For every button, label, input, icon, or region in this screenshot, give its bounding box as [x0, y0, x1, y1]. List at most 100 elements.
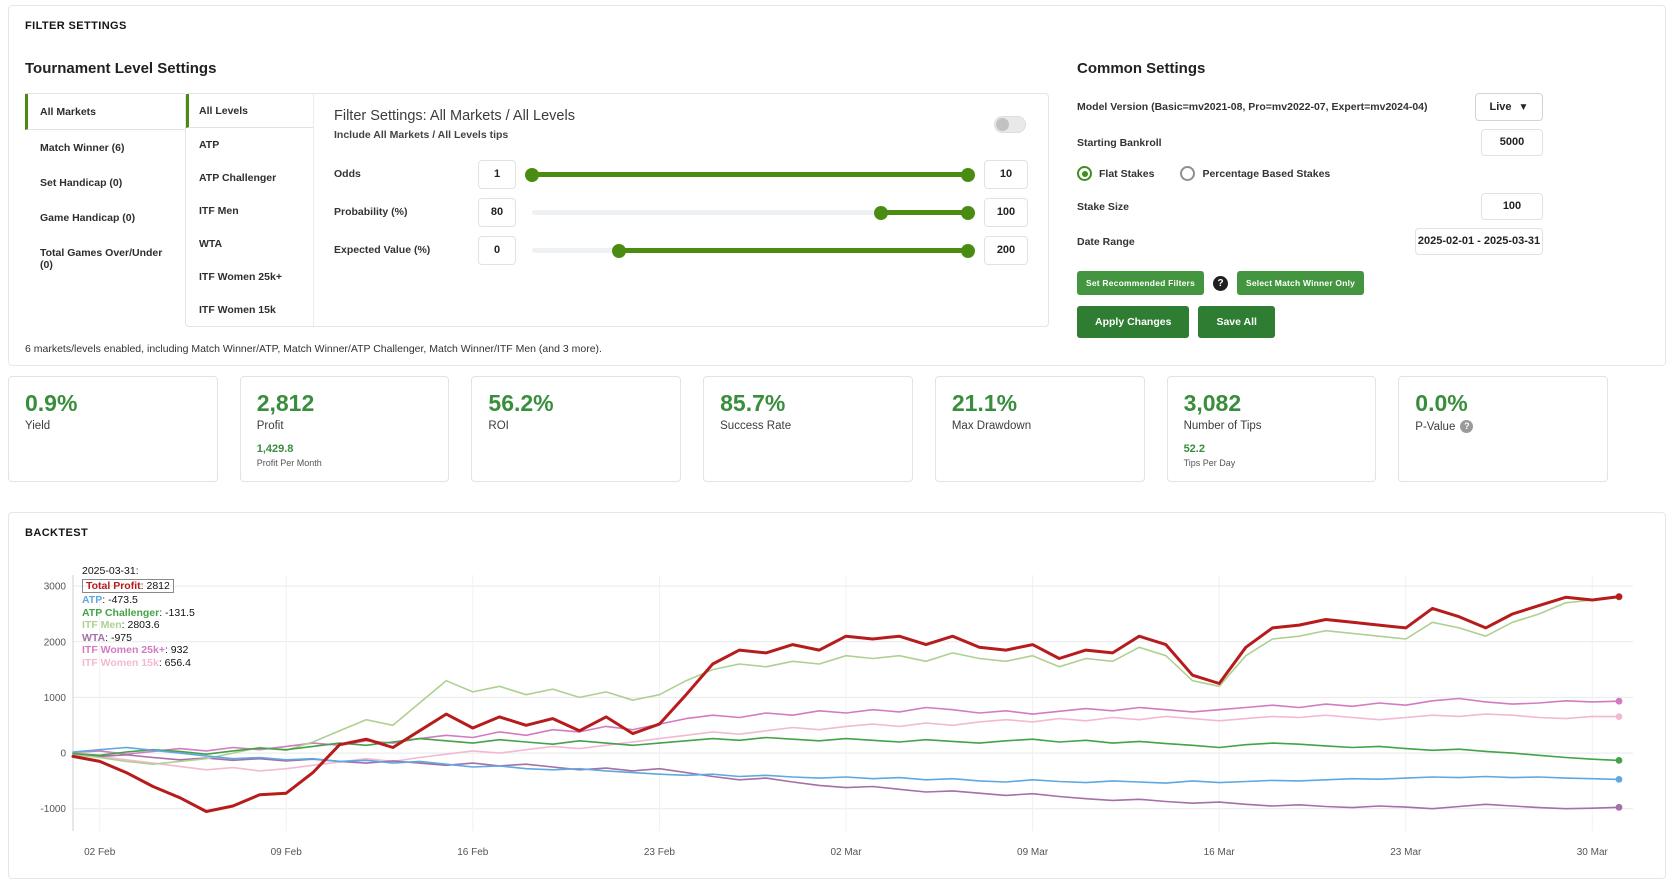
slider-min-input[interactable]: 80	[478, 197, 516, 227]
svg-text:02 Feb: 02 Feb	[84, 847, 116, 858]
stat-label: Number of Tips	[1183, 420, 1262, 432]
range-slider[interactable]	[525, 165, 975, 183]
slider-rows: Odds 1 10 Probability (%) 80 100 Expected Valu…	[334, 155, 1028, 269]
percentage-stakes-radio[interactable]: Percentage Based Stakes	[1180, 166, 1330, 181]
markets-nav-item[interactable]: Set Handicap (0)	[40, 177, 123, 189]
filter-form: Filter Settings: All Markets / All Level…	[314, 94, 1048, 326]
backtest-panel: BACKTEST -1000 0 1000 2000 3000 02 Feb 09 Feb 1…	[8, 512, 1666, 879]
filter-settings-panel: FILTER SETTINGS Tournament Level Setting…	[8, 5, 1666, 366]
model-version-select[interactable]: Live ▼	[1475, 93, 1543, 121]
starting-bankroll-input[interactable]: 5000	[1481, 129, 1543, 156]
flat-stakes-radio[interactable]: Flat Stakes	[1077, 166, 1154, 181]
toggle-knob	[996, 118, 1009, 131]
stat-label: ROI	[488, 420, 509, 432]
date-range-input[interactable]: 2025-02-01 - 2025-03-31	[1415, 228, 1543, 255]
legend-row: ATP Challenger: -131.5	[82, 606, 195, 619]
svg-text:1000: 1000	[44, 693, 67, 704]
slider-active-range	[619, 248, 968, 253]
stake-size-input[interactable]: 100	[1481, 193, 1543, 220]
range-slider[interactable]	[532, 203, 975, 221]
stat-value: 0.0%	[1415, 390, 1468, 416]
legend-row: ITF Men: 2803.6	[82, 619, 160, 631]
svg-text:0: 0	[60, 749, 66, 760]
slider-min-input[interactable]: 0	[478, 235, 516, 265]
svg-text:2000: 2000	[44, 637, 67, 648]
levels-nav-item[interactable]: ATP Challenger	[199, 172, 277, 184]
markets-nav-item[interactable]: All Markets	[25, 94, 185, 130]
stat-label: P-Value?	[1415, 420, 1591, 433]
stat-value: 56.2%	[488, 390, 554, 416]
legend-row: WTA: -975	[82, 631, 132, 644]
filter-settings-title: FILTER SETTINGS	[25, 20, 127, 32]
markets-nav-item[interactable]: Game Handicap (0)	[40, 212, 136, 224]
levels-sub-panel: All Levels ATP ATP Challenger ITF Men WTA ITF…	[185, 93, 1049, 327]
levels-nav-item[interactable]: WTA	[199, 238, 223, 250]
radio-circle-icon	[1180, 166, 1196, 181]
stat-sub-value: 52.2	[1183, 443, 1205, 455]
date-range-label: Date Range	[1077, 235, 1135, 248]
include-tips-toggle[interactable]	[994, 116, 1026, 133]
filter-form-title: Filter Settings: All Markets / All Level…	[334, 108, 575, 124]
stat-label: Max Drawdown	[951, 420, 1032, 432]
stat-sub-label: Profit Per Month	[256, 458, 322, 468]
radio-circle-icon	[1077, 166, 1092, 181]
common-settings-title: Common Settings	[1077, 60, 1206, 77]
backtest-chart: -1000 0 1000 2000 3000 02 Feb 09 Feb 16 Feb 23 F…	[40, 575, 1633, 858]
svg-text:-1000: -1000	[40, 804, 66, 815]
slider-row: Odds 1 10	[334, 155, 1028, 193]
save-all-button[interactable]: Save All	[1198, 306, 1275, 338]
markets-nav-item[interactable]: Total Games Over/Under (0)	[40, 247, 163, 271]
levels-nav-item[interactable]: ITF Women 25k+	[199, 271, 282, 283]
levels-nav-item[interactable]: ITF Men	[199, 205, 239, 217]
slider-handle-high[interactable]	[961, 205, 975, 220]
markets-nav: All Markets Match Winner (6) Set Handicap …	[25, 93, 185, 282]
apply-changes-button[interactable]: Apply Changes	[1077, 306, 1190, 338]
stake-mode-radios: Flat Stakes Percentage Based Stakes	[1077, 166, 1543, 181]
slider-label: Odds	[334, 168, 361, 180]
levels-nav-item[interactable]: ITF Women 15k	[199, 304, 276, 316]
include-tips-label: Include All Markets / All Levels tips	[334, 129, 509, 141]
svg-text:30 Mar: 30 Mar	[1577, 847, 1609, 858]
slider-label: Expected Value (%)	[334, 244, 431, 256]
slider-max-input[interactable]: 100	[984, 197, 1028, 227]
svg-text:23 Feb: 23 Feb	[644, 847, 676, 858]
chevron-down-icon: ▼	[1518, 101, 1529, 113]
stat-label: Yield	[25, 420, 51, 432]
slider-handle-low[interactable]	[612, 243, 627, 258]
stake-size-label: Stake Size	[1077, 200, 1129, 213]
stats-row: 0.9% Yield 2,812 Profit 1,429.8 Profit Per Mo…	[8, 376, 1608, 482]
legend-row: Total Profit: 2812	[82, 578, 195, 595]
stat-value: 0.9%	[25, 390, 78, 416]
slider-handle-low[interactable]	[873, 205, 888, 220]
slider-max-input[interactable]: 200	[984, 235, 1028, 265]
set-recommended-filters-button[interactable]: Set Recommended Filters	[1077, 271, 1204, 295]
help-icon[interactable]: ?	[1213, 275, 1228, 291]
stat-value: 3,082	[1183, 390, 1242, 416]
help-icon[interactable]: ?	[1460, 420, 1474, 433]
slider-max-input[interactable]: 10	[984, 159, 1028, 189]
chart-tooltip-legend: 2025-03-31: Total Profit: 2812 ATP: -473.5…	[82, 565, 195, 669]
svg-text:09 Mar: 09 Mar	[1017, 847, 1049, 858]
levels-nav-item[interactable]: All Levels	[186, 94, 313, 128]
svg-text:09 Feb: 09 Feb	[271, 847, 303, 858]
markets-nav-item[interactable]: Match Winner (6)	[40, 142, 125, 154]
slider-active-range	[880, 210, 968, 215]
stat-value: 2,812	[256, 390, 315, 416]
svg-text:16 Mar: 16 Mar	[1204, 847, 1236, 858]
legend-row: ATP: -473.5	[82, 594, 138, 606]
slider-handle-high[interactable]	[961, 243, 975, 258]
tournament-level-settings-title: Tournament Level Settings	[25, 60, 217, 77]
slider-handle-high[interactable]	[961, 167, 975, 182]
stat-card: 0.9% Yield	[8, 376, 218, 482]
select-match-winner-only-button[interactable]: Select Match Winner Only	[1237, 271, 1365, 295]
range-slider[interactable]	[532, 241, 975, 259]
slider-handle-low[interactable]	[525, 167, 539, 182]
stat-card: 3,082 Number of Tips 52.2 Tips Per Day	[1166, 376, 1377, 482]
levels-nav-item[interactable]: ATP	[199, 139, 220, 151]
stat-card: 0.0% P-Value?	[1398, 376, 1608, 482]
slider-row: Expected Value (%) 0 200	[334, 231, 1028, 269]
slider-min-input[interactable]: 1	[478, 159, 516, 189]
slider-label: Probability (%)	[334, 206, 408, 218]
legend-row: ITF Women 15k: 656.4	[82, 656, 191, 669]
stat-card: 2,812 Profit 1,429.8 Profit Per Month	[239, 376, 450, 482]
